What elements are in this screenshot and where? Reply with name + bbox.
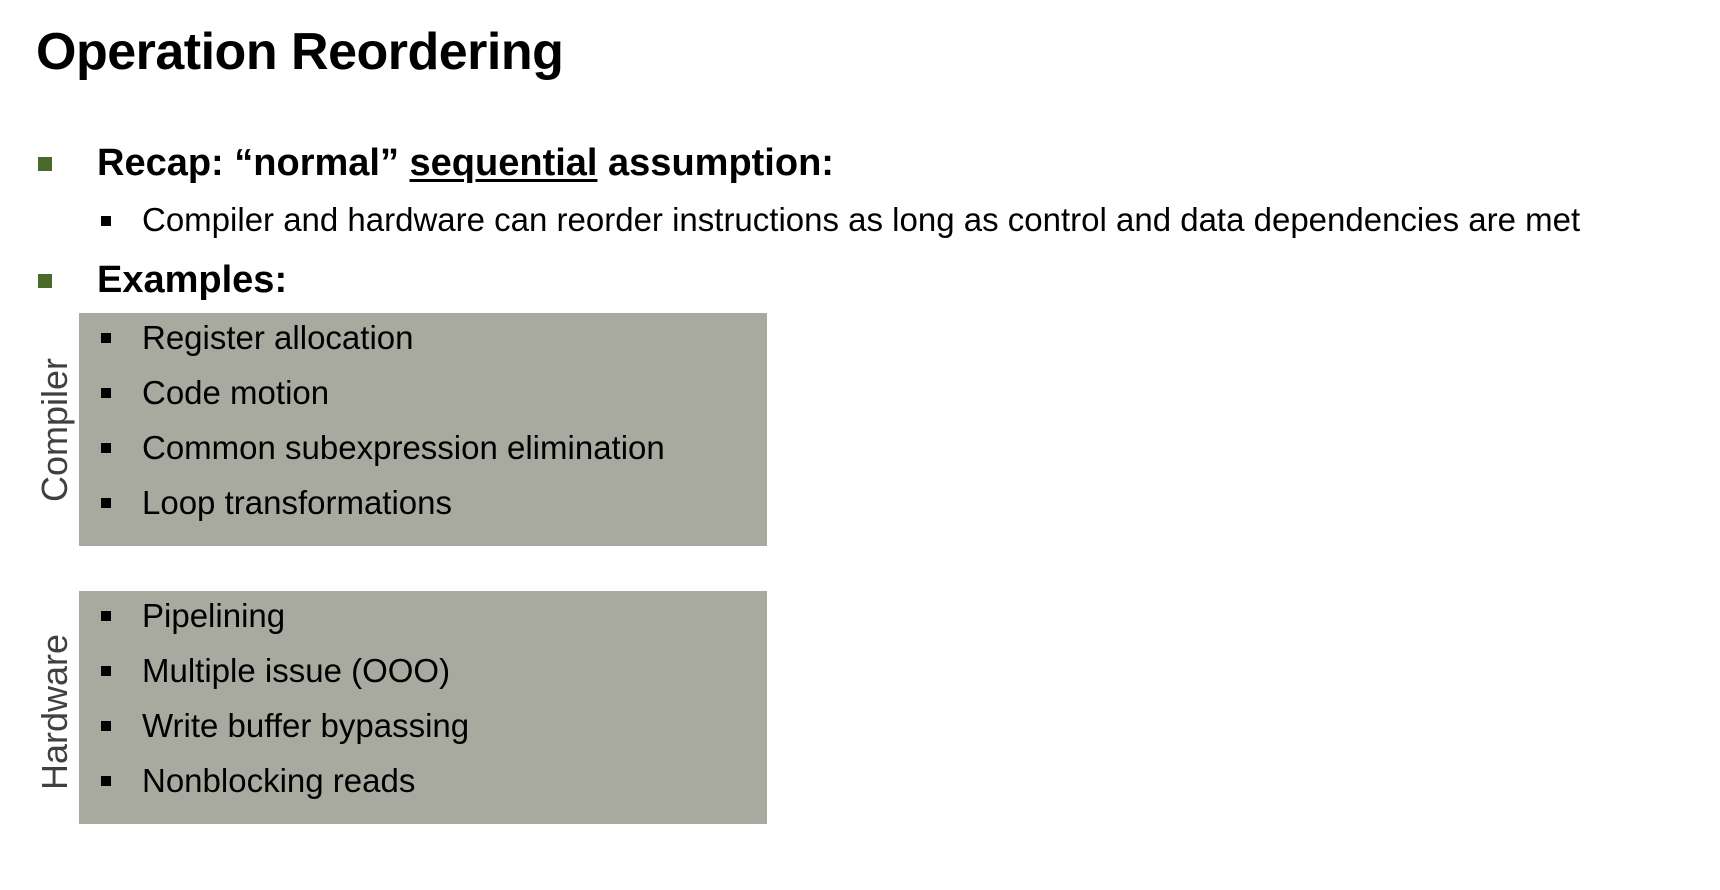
list-item: Loop transformations <box>79 484 767 534</box>
hardware-side-label: Hardware <box>34 633 75 790</box>
bullet-square-icon <box>101 611 111 621</box>
list-item-label: Common subexpression elimination <box>142 429 665 466</box>
list-item: Register allocation <box>79 319 767 369</box>
list-item-label: Register allocation <box>142 319 414 356</box>
recap-prefix: Recap: “normal” <box>97 142 410 184</box>
bullet-square-icon <box>101 388 111 398</box>
list-item: Write buffer bypassing <box>79 707 767 757</box>
bullet-square-icon <box>101 216 111 226</box>
recap-suffix: assumption: <box>597 142 834 184</box>
bullet-square-icon <box>101 333 111 343</box>
list-item-label: Nonblocking reads <box>142 762 416 799</box>
compiler-examples-box: Register allocation Code motion Common s… <box>79 313 767 546</box>
list-item: Nonblocking reads <box>79 762 767 812</box>
recap-detail: Compiler and hardware can reorder instru… <box>142 201 1581 238</box>
list-item: Code motion <box>79 374 767 424</box>
list-item: Pipelining <box>79 597 767 647</box>
bullet-square-icon <box>101 443 111 453</box>
recap-underlined-word: sequential <box>409 142 598 184</box>
list-item-label: Code motion <box>142 374 330 411</box>
hardware-examples-box: Pipelining Multiple issue (OOO) Write bu… <box>79 591 767 824</box>
list-item-label: Write buffer bypassing <box>142 707 470 744</box>
slide-title: Operation Reordering <box>36 23 564 81</box>
examples-heading: Examples: <box>97 259 288 301</box>
compiler-side-label: Compiler <box>34 357 75 502</box>
list-item: Common subexpression elimination <box>79 429 767 479</box>
bullet-square-icon <box>38 157 52 171</box>
bullet-square-icon <box>101 666 111 676</box>
list-item-label: Pipelining <box>142 597 286 634</box>
list-item-label: Loop transformations <box>142 484 453 521</box>
bullet-square-icon <box>101 498 111 508</box>
bullet-square-icon <box>101 776 111 786</box>
recap-heading: Recap: “normal” sequential assumption: <box>97 142 834 185</box>
list-item-label: Multiple issue (OOO) <box>142 652 451 689</box>
list-item: Multiple issue (OOO) <box>79 652 767 702</box>
bullet-square-icon <box>101 721 111 731</box>
bullet-square-icon <box>38 274 52 288</box>
